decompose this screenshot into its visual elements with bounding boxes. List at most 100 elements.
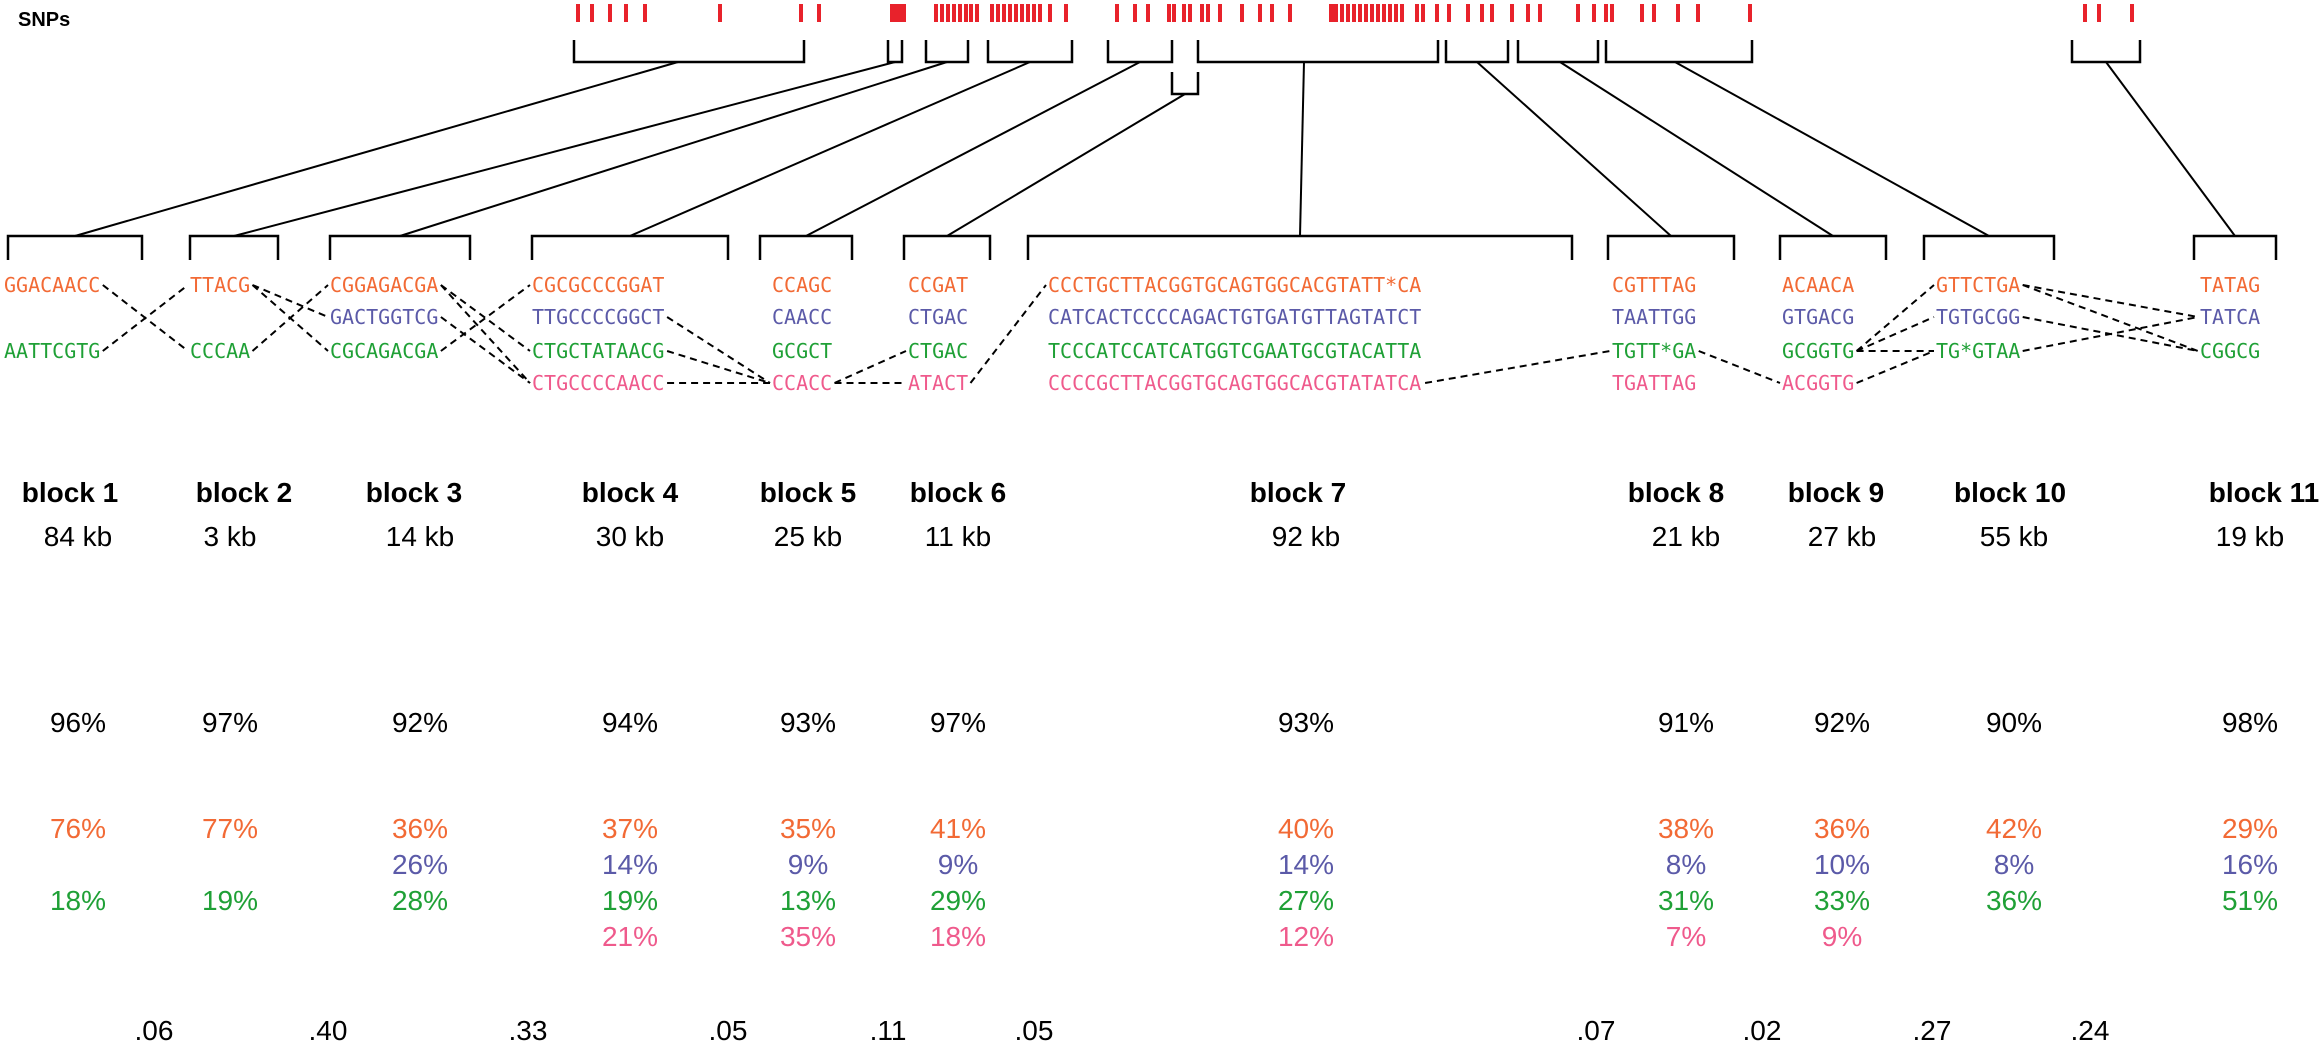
block-coverage: 98% bbox=[2222, 707, 2278, 738]
connector-line bbox=[1476, 61, 1672, 237]
block-coverage: 97% bbox=[202, 707, 258, 738]
haplotype-frequency: 8% bbox=[1994, 849, 2034, 880]
haplotype-frequency: 36% bbox=[1814, 813, 1870, 844]
snp-tick bbox=[1182, 4, 1186, 22]
snp-tick bbox=[1576, 4, 1580, 22]
snp-tick bbox=[964, 4, 968, 22]
snp-tick bbox=[1370, 4, 1374, 22]
snp-tick bbox=[2097, 4, 2101, 22]
snp-tick bbox=[718, 4, 722, 22]
haplotype-frequency: 76% bbox=[50, 813, 106, 844]
block-coverage: 96% bbox=[50, 707, 106, 738]
block-coverage: 90% bbox=[1986, 707, 2042, 738]
snp-tick bbox=[1038, 4, 1042, 22]
snp-tick bbox=[952, 4, 956, 22]
snp-tick bbox=[1610, 4, 1614, 22]
snp-tick bbox=[1676, 4, 1680, 22]
haplotype-sequence: GCGGTG bbox=[1782, 339, 1854, 363]
snp-tick bbox=[1538, 4, 1542, 22]
block-label: block 7 bbox=[1250, 477, 1346, 508]
haplotype-frequency: 29% bbox=[2222, 813, 2278, 844]
snp-tick bbox=[1388, 4, 1392, 22]
snp-tick bbox=[1020, 4, 1024, 22]
haplotype-frequencies: 96% 76% 18% 97% 77% 19% 92% 36% 26% 28% 94% 37% 14% 1… bbox=[50, 707, 2278, 952]
block-coverage: 91% bbox=[1658, 707, 1714, 738]
connector-line bbox=[946, 93, 1186, 237]
block-label: block 1 bbox=[22, 477, 118, 508]
inter-block-value: .11 bbox=[870, 1015, 907, 1044]
haplotype-frequency: 28% bbox=[392, 885, 448, 916]
connector-line bbox=[805, 61, 1141, 237]
haplotype-sequence: GACTGGTCG bbox=[330, 305, 438, 329]
snp-tick bbox=[990, 4, 994, 22]
block-bracket bbox=[530, 234, 730, 260]
transition-line bbox=[1856, 316, 1935, 352]
haplotype-sequence: CCCTGCTTACGGTGCAGTGGCACGTATT*CA bbox=[1048, 273, 1421, 297]
transition-line bbox=[251, 284, 329, 352]
connector-line bbox=[1674, 61, 1990, 237]
snp-tick bbox=[1652, 4, 1656, 22]
haplotype-frequency: 31% bbox=[1658, 885, 1714, 916]
snp-tick bbox=[940, 4, 944, 22]
haplotype-sequence: CGGCG bbox=[2200, 339, 2260, 363]
snp-tick bbox=[1435, 4, 1439, 22]
transition-line bbox=[1698, 350, 1781, 384]
haplotype-frequency: 77% bbox=[202, 813, 258, 844]
snp-tick bbox=[934, 4, 938, 22]
snp-tick bbox=[1394, 4, 1398, 22]
haplotype-frequency: 19% bbox=[202, 885, 258, 916]
snp-tick bbox=[590, 4, 594, 22]
transition-line bbox=[666, 350, 771, 384]
connector-line bbox=[1299, 61, 1305, 237]
snp-region-bracket bbox=[1170, 72, 1200, 96]
snp-tick bbox=[1358, 4, 1362, 22]
block-coverage: 93% bbox=[1278, 707, 1334, 738]
block-coverage: 97% bbox=[930, 707, 986, 738]
block-label: block 9 bbox=[1788, 477, 1884, 508]
block-size: 84 kb bbox=[44, 521, 113, 552]
snp-tick bbox=[1480, 4, 1484, 22]
snp-tick bbox=[1382, 4, 1386, 22]
haplotype-frequency: 35% bbox=[780, 921, 836, 952]
snp-tick bbox=[576, 4, 580, 22]
block-label: block 10 bbox=[1954, 477, 2066, 508]
haplotype-frequency: 14% bbox=[1278, 849, 1334, 880]
haplotype-frequency: 18% bbox=[50, 885, 106, 916]
haplotype-sequence: AATTCGTG bbox=[4, 339, 100, 363]
haplotype-frequency: 38% bbox=[1658, 813, 1714, 844]
inter-block-value: .40 bbox=[309, 1015, 348, 1044]
snp-region-bracket bbox=[1516, 40, 1600, 64]
haplotype-sequence: CAACC bbox=[772, 305, 832, 329]
connector-line bbox=[399, 61, 948, 237]
inter-block-value: .05 bbox=[709, 1015, 748, 1044]
snp-tick bbox=[1218, 4, 1222, 22]
block-size: 55 kb bbox=[1980, 521, 2049, 552]
connector-line bbox=[1559, 61, 1834, 237]
block-size: 30 kb bbox=[596, 521, 665, 552]
inter-block-values: .06 .40 .33 .05 .11 .05 .07 .02 .27 .24 bbox=[135, 1015, 2110, 1044]
block-bracket bbox=[2192, 234, 2278, 260]
snp-tick bbox=[1200, 4, 1204, 22]
haplotype-sequence: ACGGTG bbox=[1782, 371, 1854, 395]
inter-block-value: .02 bbox=[1743, 1015, 1782, 1044]
haplotype-sequence: ATACT bbox=[908, 371, 968, 395]
snp-tick bbox=[1696, 4, 1700, 22]
haplotype-sequence: TG*GTAA bbox=[1936, 339, 2020, 363]
haplotype-sequence: CGTTTAG bbox=[1612, 273, 1696, 297]
block-label: block 2 bbox=[196, 477, 292, 508]
snp-tick bbox=[1270, 4, 1274, 22]
snp-tick bbox=[1400, 4, 1404, 22]
snp-tick bbox=[1026, 4, 1030, 22]
snp-tick bbox=[1064, 4, 1068, 22]
snp-tick bbox=[1188, 4, 1192, 22]
block-coverage: 94% bbox=[602, 707, 658, 738]
haplotype-frequency: 21% bbox=[602, 921, 658, 952]
snp-tick bbox=[817, 4, 821, 22]
haplotype-sequence: CGCGCCCGGAT bbox=[532, 273, 664, 297]
haplotype-sequence: TTACG bbox=[190, 273, 250, 297]
snp-tick bbox=[1048, 4, 1052, 22]
haplotype-sequence: CCCCGCTTACGGTGCAGTGGCACGTATATCA bbox=[1048, 371, 1421, 395]
snps-label: SNPs bbox=[18, 9, 70, 31]
haplotype-sequences: GGACAACC AATTCGTG TTACG CCCAA CGGAGACGA GACTG… bbox=[4, 273, 2260, 395]
haplotype-frequency: 36% bbox=[1986, 885, 2042, 916]
